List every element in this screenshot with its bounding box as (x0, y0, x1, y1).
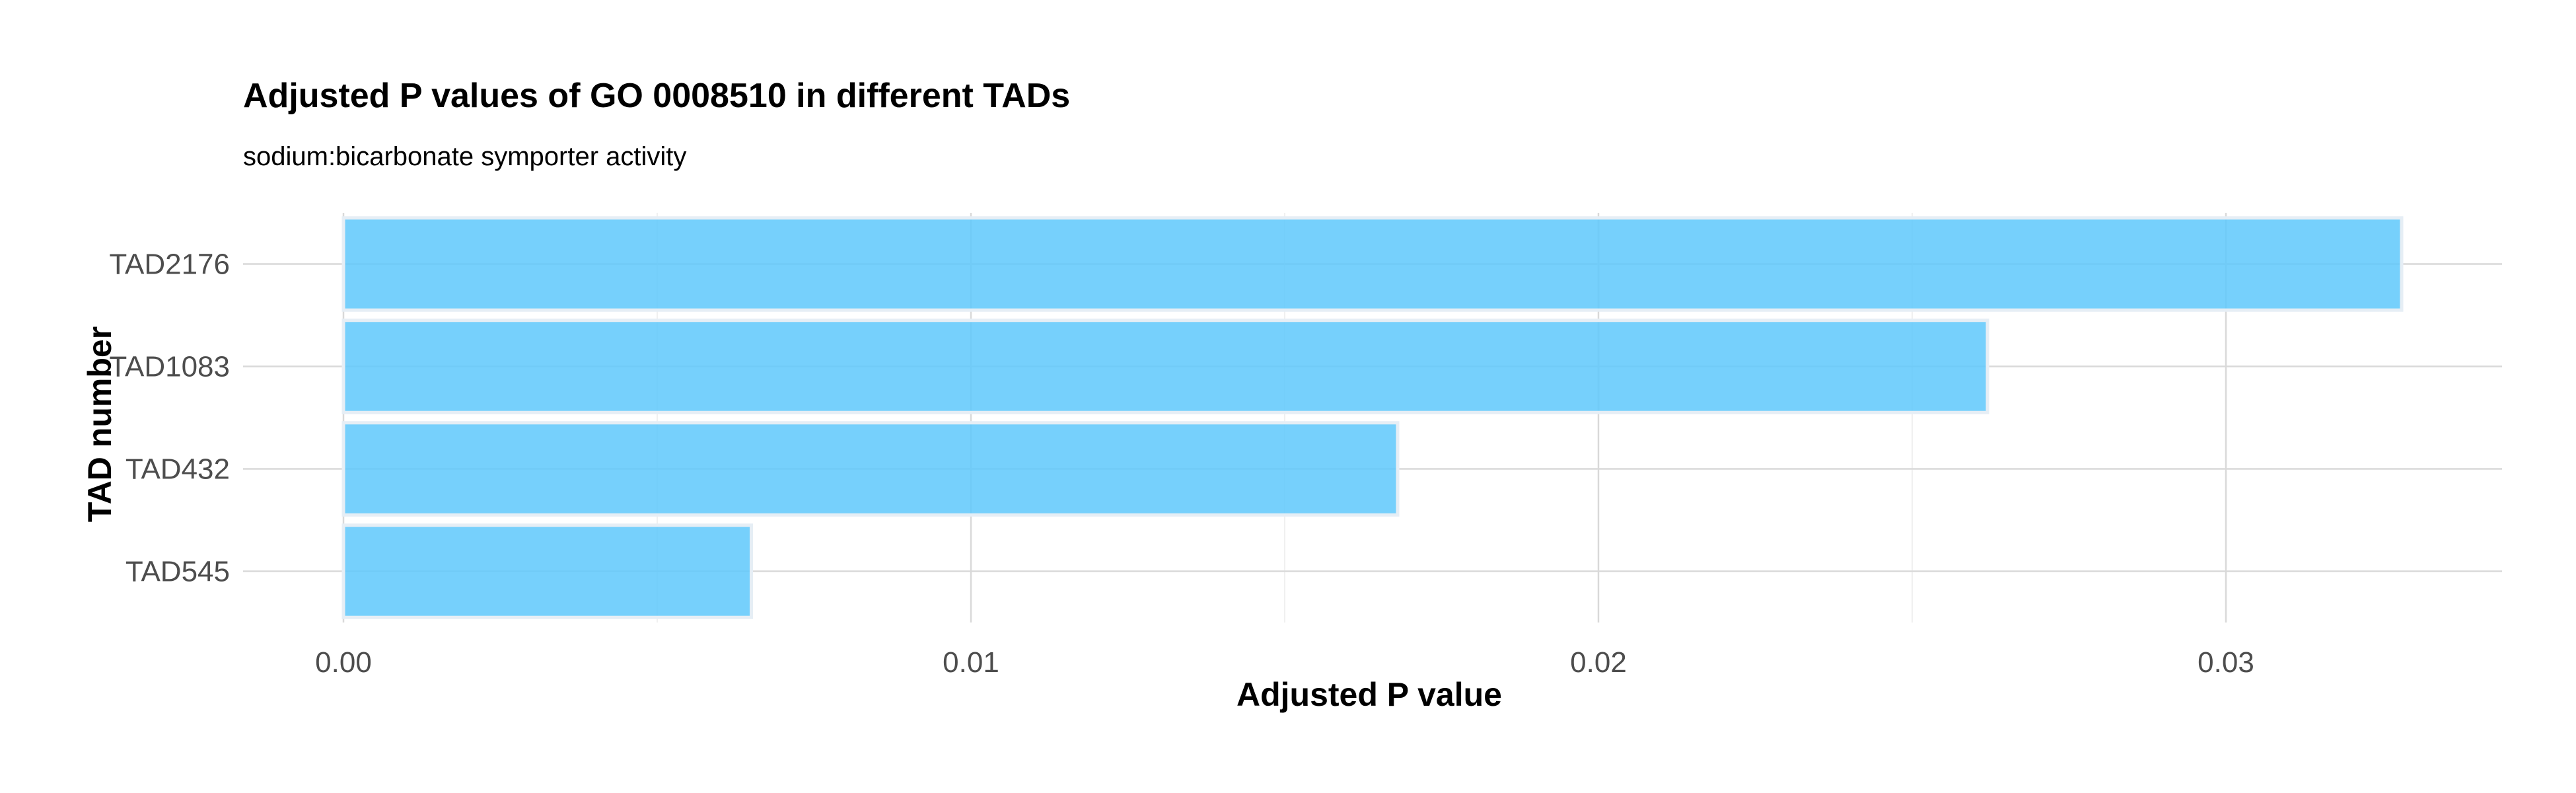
x-tick-label: 0.02 (1570, 646, 1627, 679)
bar-tad2176 (341, 216, 2404, 312)
x-tick-labels: 0.00 0.01 0.02 0.03 (315, 646, 2254, 679)
bar-tad1083 (341, 319, 1989, 414)
chart-subtitle: sodium:bicarbonate symporter activity (243, 142, 686, 171)
y-tick-label: TAD432 (125, 453, 230, 486)
x-axis-title: Adjusted P value (1236, 676, 1502, 713)
x-tick-label: 0.00 (315, 646, 372, 679)
y-tick-labels: TAD2176 TAD1083 TAD432 TAD545 (109, 248, 230, 588)
y-axis-title: TAD number (81, 326, 118, 522)
y-tick-label: TAD2176 (109, 248, 230, 281)
bars (341, 216, 2404, 619)
y-tick-label: TAD545 (125, 556, 230, 588)
bar-tad545 (341, 523, 753, 619)
chart-title: Adjusted P values of GO 0008510 in diffe… (243, 77, 1070, 115)
y-tick-label: TAD1083 (109, 351, 230, 383)
x-tick-label: 0.03 (2198, 646, 2254, 679)
bar-tad432 (341, 421, 1400, 517)
x-tick-label: 0.01 (943, 646, 999, 679)
